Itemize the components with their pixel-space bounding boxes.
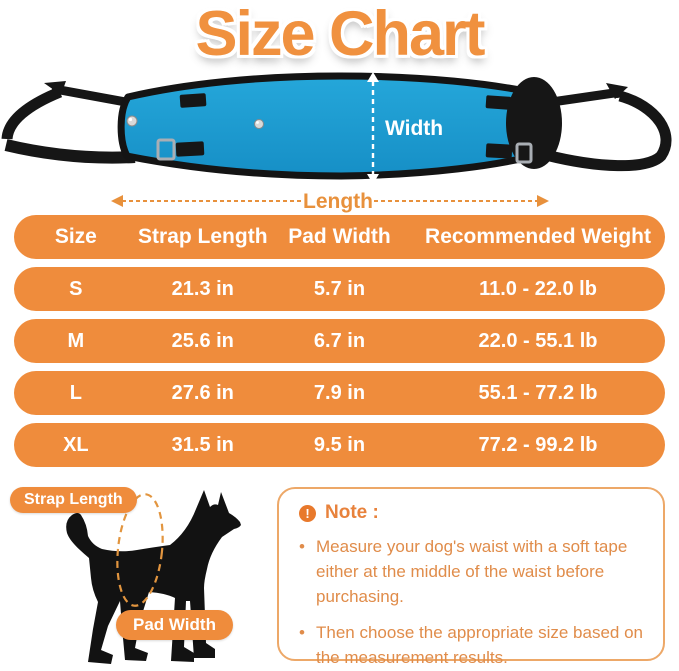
cell-recommended-weight: 55.1 - 77.2 lb (478, 381, 598, 404)
slider-buckles (156, 138, 533, 164)
table-body: S 21.3 in 5.7 in 11.0 - 22.0 lb M 25.6 i… (14, 267, 665, 467)
note-bullet-item: Then choose the appropriate size based o… (299, 620, 647, 670)
note-header: Note : (299, 502, 647, 524)
webbing-tabs (175, 93, 513, 159)
cell-pad-width: 7.9 in (313, 381, 366, 404)
note-bullet-text: Then choose the appropriate size based o… (316, 623, 644, 667)
cell-size: XL (63, 433, 89, 456)
table-row: XL 31.5 in 9.5 in 77.2 - 99.2 lb (14, 423, 665, 467)
cell-size: L (69, 381, 82, 404)
note-title: Note : (325, 502, 379, 523)
cell-size: S (69, 277, 83, 300)
column-header-pad-width: Pad Width (288, 225, 391, 248)
width-label: Width (385, 117, 443, 140)
column-header-strap-length: Strap Length (138, 225, 268, 248)
pad-end-cap (506, 77, 562, 169)
cell-pad-width: 5.7 in (313, 277, 366, 300)
cell-pad-width: 9.5 in (313, 433, 366, 456)
table-header-row: Size Strap Length Pad Width Recommended … (14, 215, 665, 259)
snap-rivets (126, 115, 264, 129)
exclamation-circle-icon (299, 504, 316, 522)
width-arrow (367, 72, 379, 184)
left-strap (1, 81, 136, 164)
harness-pad (117, 72, 559, 180)
cell-strap-length: 27.6 in (171, 381, 234, 404)
page-title: Size Chart (195, 0, 485, 69)
length-arrowhead-right (537, 195, 549, 207)
strap-length-badge: Strap Length (10, 487, 137, 513)
note-bullet-item: Measure your dog's waist with a soft tap… (299, 534, 647, 609)
length-arrow: Length (111, 190, 549, 213)
cell-size: M (67, 329, 85, 352)
length-label: Length (303, 190, 373, 213)
length-arrowhead-left (111, 195, 123, 207)
note-box: Note : Measure your dog's waist with a s… (277, 487, 665, 667)
waist-measure-ellipse (116, 493, 164, 607)
cell-strap-length: 21.3 in (171, 277, 234, 300)
cell-strap-length: 31.5 in (171, 433, 234, 456)
cell-recommended-weight: 22.0 - 55.1 lb (478, 329, 598, 352)
harness-illustration: Width (1, 72, 672, 184)
pad-width-badge: Pad Width (116, 610, 233, 640)
cell-recommended-weight: 77.2 - 99.2 lb (478, 433, 598, 456)
note-bullet-text: Measure your dog's waist with a soft tap… (316, 537, 628, 606)
table-row: L 27.6 in 7.9 in 55.1 - 77.2 lb (14, 371, 665, 415)
column-header-recommended-weight: Recommended Weight (425, 225, 652, 248)
right-strap (544, 83, 672, 172)
size-table: Size Strap Length Pad Width Recommended … (14, 215, 665, 475)
column-header-size: Size (54, 225, 97, 248)
cell-pad-width: 6.7 in (313, 329, 366, 352)
table-row: S 21.3 in 5.7 in 11.0 - 22.0 lb (14, 267, 665, 311)
cell-strap-length: 25.6 in (171, 329, 234, 352)
note-list: Measure your dog's waist with a soft tap… (299, 534, 647, 670)
cell-recommended-weight: 11.0 - 22.0 lb (479, 277, 597, 300)
table-row: M 25.6 in 6.7 in 22.0 - 55.1 lb (14, 319, 665, 363)
